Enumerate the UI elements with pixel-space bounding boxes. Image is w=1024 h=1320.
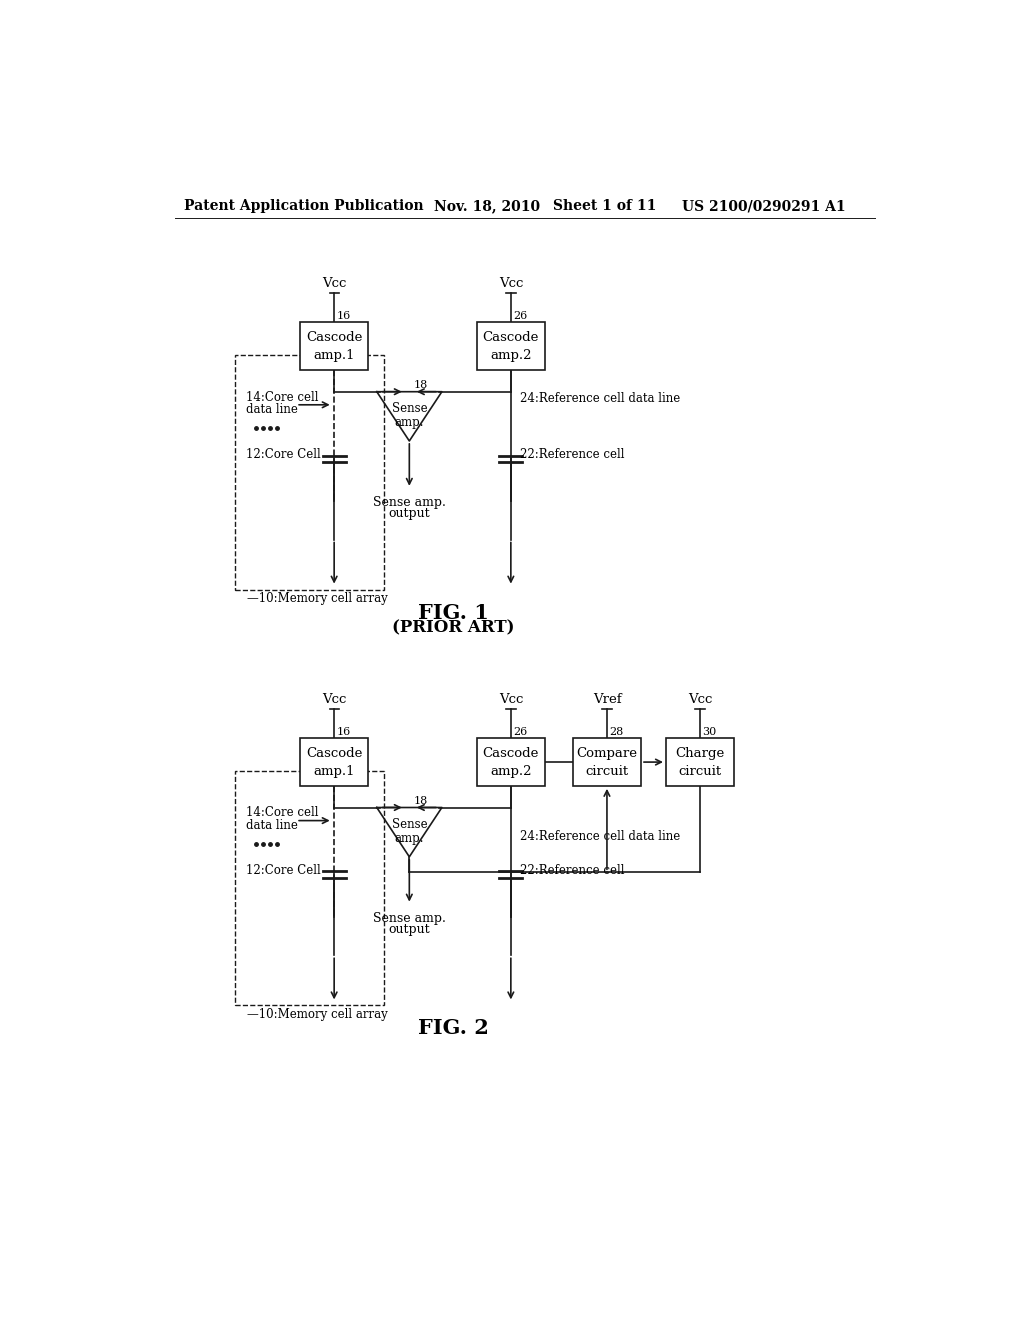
- Text: Vcc: Vcc: [322, 277, 346, 290]
- Text: amp.: amp.: [394, 832, 424, 845]
- Text: amp.: amp.: [394, 416, 424, 429]
- Text: 24:Reference cell data line: 24:Reference cell data line: [520, 829, 680, 842]
- Text: Vcc: Vcc: [322, 693, 346, 706]
- Text: Cascode
amp.1: Cascode amp.1: [306, 747, 362, 777]
- Text: —10:Memory cell array: —10:Memory cell array: [248, 1007, 388, 1020]
- Text: 18: 18: [414, 380, 428, 391]
- Text: Cascode
amp.2: Cascode amp.2: [482, 747, 539, 777]
- Bar: [666, 738, 734, 785]
- Text: FIG. 1: FIG. 1: [418, 603, 488, 623]
- Text: 14:Core cell: 14:Core cell: [246, 391, 318, 404]
- Text: data line: data line: [246, 818, 298, 832]
- Text: Sense: Sense: [391, 818, 427, 832]
- Text: Patent Application Publication: Patent Application Publication: [183, 199, 424, 213]
- Text: Sense amp.: Sense amp.: [373, 496, 445, 510]
- Text: 14:Core cell: 14:Core cell: [246, 807, 318, 820]
- Text: Vcc: Vcc: [688, 693, 712, 706]
- Text: Compare
circuit: Compare circuit: [577, 747, 638, 777]
- Bar: [234, 771, 384, 1006]
- Text: 26: 26: [513, 312, 527, 321]
- Text: Sense: Sense: [391, 403, 427, 416]
- Text: 22:Reference cell: 22:Reference cell: [520, 865, 625, 878]
- Text: —10:Memory cell array: —10:Memory cell array: [248, 591, 388, 605]
- Text: Sheet 1 of 11: Sheet 1 of 11: [553, 199, 656, 213]
- Text: 16: 16: [337, 727, 351, 737]
- Text: output: output: [388, 923, 430, 936]
- Text: Nov. 18, 2010: Nov. 18, 2010: [434, 199, 541, 213]
- Text: data line: data line: [246, 403, 298, 416]
- Text: 24:Reference cell data line: 24:Reference cell data line: [520, 392, 680, 405]
- Text: output: output: [388, 507, 430, 520]
- Bar: [477, 738, 545, 785]
- Bar: [572, 738, 641, 785]
- Text: Vcc: Vcc: [499, 693, 523, 706]
- Text: 30: 30: [702, 727, 717, 737]
- Text: 26: 26: [513, 727, 527, 737]
- Text: 12:Core Cell: 12:Core Cell: [246, 865, 321, 878]
- Text: Cascode
amp.1: Cascode amp.1: [306, 331, 362, 362]
- Text: 18: 18: [414, 796, 428, 807]
- Text: 28: 28: [609, 727, 624, 737]
- Text: US 2100/0290291 A1: US 2100/0290291 A1: [682, 199, 846, 213]
- Text: 22:Reference cell: 22:Reference cell: [520, 449, 625, 462]
- Text: Cascode
amp.2: Cascode amp.2: [482, 331, 539, 362]
- Text: Vref: Vref: [593, 693, 622, 706]
- Text: Charge
circuit: Charge circuit: [675, 747, 725, 777]
- Bar: [477, 322, 545, 370]
- Bar: [300, 738, 369, 785]
- Text: FIG. 2: FIG. 2: [418, 1019, 488, 1039]
- Text: Vcc: Vcc: [499, 277, 523, 290]
- Bar: [300, 322, 369, 370]
- Text: (PRIOR ART): (PRIOR ART): [392, 619, 515, 636]
- Text: 12:Core Cell: 12:Core Cell: [246, 449, 321, 462]
- Bar: [234, 355, 384, 590]
- Text: 16: 16: [337, 312, 351, 321]
- Text: Sense amp.: Sense amp.: [373, 912, 445, 925]
